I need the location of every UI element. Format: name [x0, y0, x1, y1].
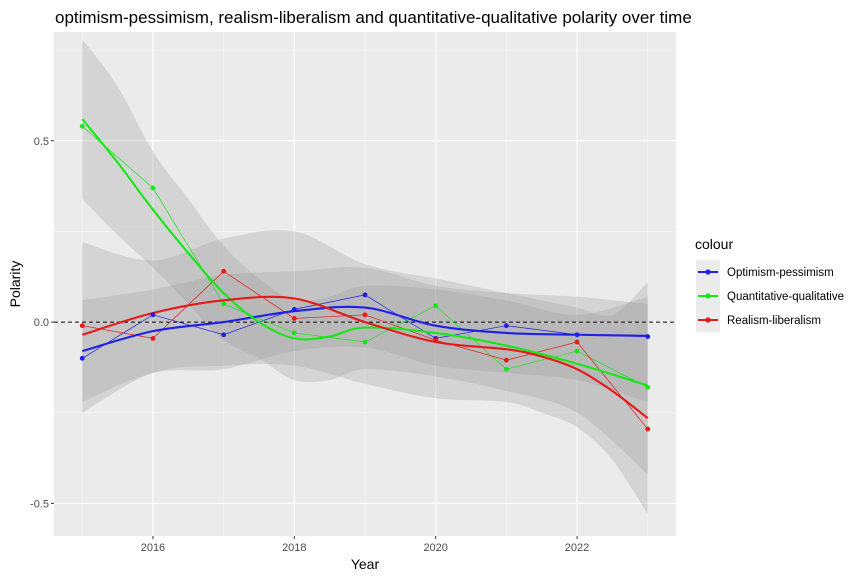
- x-axis-title: Year: [351, 556, 380, 572]
- data-point: [362, 339, 368, 345]
- data-point: [574, 339, 580, 345]
- data-point: [503, 357, 509, 363]
- data-point: [79, 123, 85, 129]
- x-tick-label: 2020: [423, 542, 447, 554]
- smoothed-series-lines: [81, 118, 649, 419]
- data-point: [645, 334, 651, 339]
- confidence-band: [82, 39, 648, 475]
- y-tick-label: 0.5: [34, 136, 49, 148]
- data-point: [362, 292, 368, 298]
- data-point: [362, 312, 368, 318]
- data-point: [574, 348, 580, 354]
- chart-title: optimism-pessimism, realism-liberalism a…: [55, 8, 692, 27]
- legend-key-point: [705, 293, 711, 299]
- data-point: [433, 303, 439, 309]
- data-point: [574, 332, 580, 338]
- data-point: [433, 337, 439, 343]
- x-tick-label: 2016: [141, 542, 165, 554]
- data-point: [150, 312, 156, 318]
- data-point: [291, 330, 297, 336]
- x-tick-label: 2018: [282, 542, 306, 554]
- smoothed-line: [81, 305, 648, 353]
- data-point: [221, 301, 227, 307]
- legend-title: colour: [695, 236, 733, 252]
- data-point: [645, 426, 651, 432]
- axis-ticks: 2016 2018 2020 2022 -0.5 0.0 0.5: [30, 136, 589, 554]
- legend-label: Quantitative-qualitative: [727, 291, 844, 303]
- x-tick-label: 2022: [565, 542, 589, 554]
- y-tick-label: -0.5: [30, 498, 49, 510]
- smoothed-line: [81, 295, 649, 419]
- data-points: [79, 123, 651, 432]
- data-point: [79, 323, 85, 329]
- legend-key-point: [705, 317, 711, 323]
- legend-key-point: [705, 269, 711, 275]
- data-point: [291, 306, 297, 312]
- legend: colour Optimism-pessimism Quantitative-qu…: [695, 236, 844, 332]
- data-point: [221, 332, 227, 338]
- data-point: [291, 316, 297, 321]
- data-point: [150, 335, 156, 341]
- data-point: [79, 355, 85, 361]
- legend-label: Realism-liberalism: [727, 315, 821, 327]
- data-point: [645, 384, 651, 390]
- y-tick-label: 0.0: [34, 317, 49, 329]
- legend-label: Optimism-pessimism: [727, 267, 834, 279]
- y-axis-title: Polarity: [7, 261, 23, 308]
- data-point: [503, 323, 509, 329]
- data-point: [221, 268, 227, 274]
- data-point: [150, 185, 156, 191]
- smoothed-line: [81, 118, 649, 387]
- data-point: [503, 366, 509, 372]
